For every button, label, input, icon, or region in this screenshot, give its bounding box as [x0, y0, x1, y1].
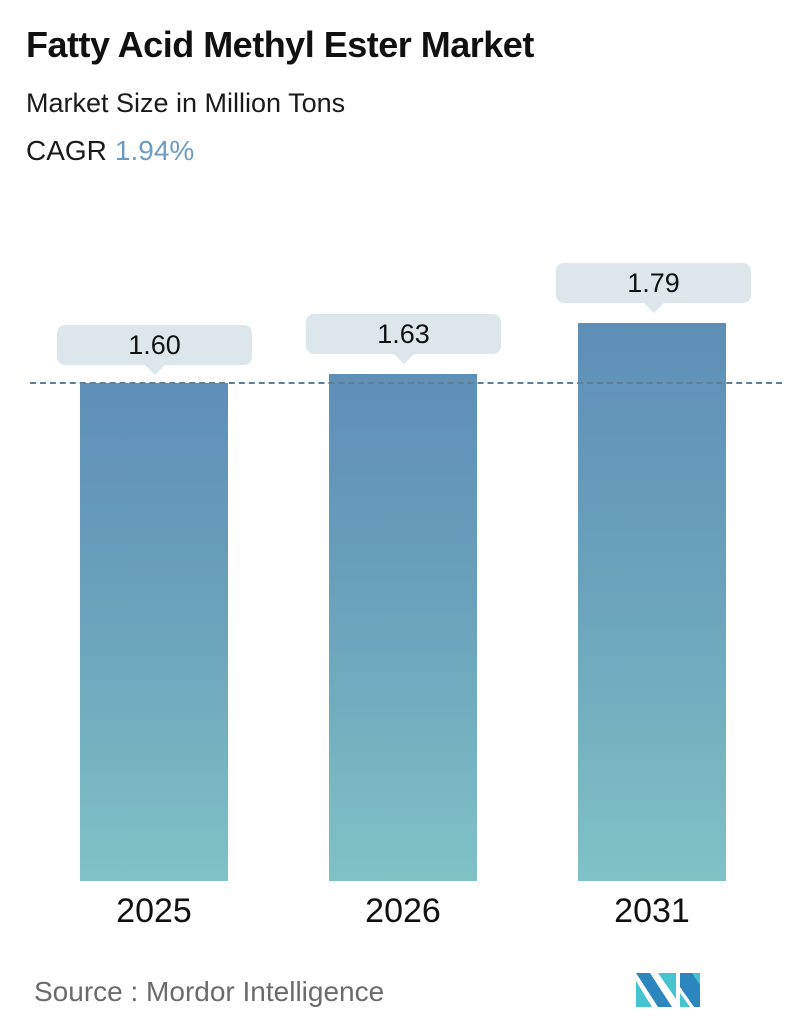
chart-subtitle: Market Size in Million Tons	[26, 88, 346, 118]
value-label-2031: 1.79	[556, 263, 751, 303]
bar-2031	[578, 323, 726, 881]
cagr-value: 1.94%	[114, 135, 195, 166]
chart-title: Fatty Acid Methyl Ester Market	[26, 24, 534, 65]
mordor-intelligence-logo-icon	[636, 973, 700, 1007]
bar-2026	[329, 374, 477, 881]
cagr-label: CAGR	[26, 135, 107, 166]
cagr-line: CAGR 1.94%	[26, 135, 194, 167]
source-text: Source : Mordor Intelligence	[34, 976, 385, 1007]
x-label-2026: 2026	[365, 892, 441, 930]
value-label-2026: 1.63	[306, 314, 501, 354]
x-label-2025: 2025	[116, 892, 192, 930]
reference-dashed-line	[30, 382, 782, 384]
value-label-2025: 1.60	[57, 325, 252, 365]
bar-2025	[80, 383, 228, 881]
x-label-2031: 2031	[614, 892, 690, 930]
